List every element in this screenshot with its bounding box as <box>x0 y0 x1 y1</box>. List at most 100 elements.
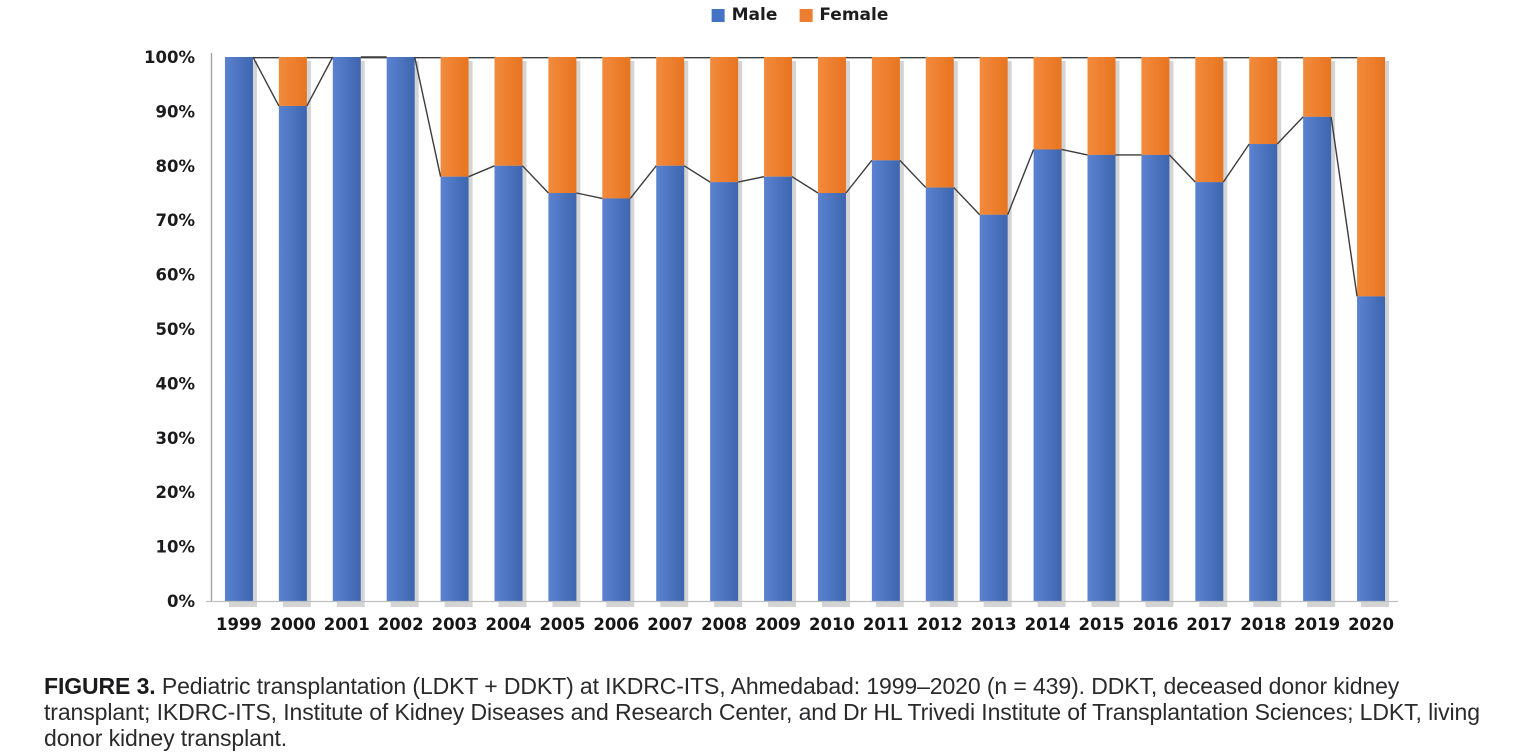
x-tick-2019: 2019 <box>1294 615 1340 634</box>
bar-male-2000 <box>278 105 307 602</box>
connector-male-2000 <box>306 56 334 107</box>
bar-male-2011 <box>871 160 900 602</box>
bar-female-2019 <box>1303 57 1332 117</box>
connector-male-2013 <box>1007 149 1035 216</box>
connector-male-1999 <box>252 56 280 107</box>
x-tick-2003: 2003 <box>432 615 478 634</box>
bar-male-2008 <box>710 182 739 601</box>
y-tick-60%: 60% <box>156 266 196 285</box>
x-tick-2013: 2013 <box>971 615 1017 634</box>
connector-male-2011 <box>899 159 927 189</box>
figure-caption-label: FIGURE 3. <box>44 673 156 699</box>
connector-male-2002 <box>413 56 442 177</box>
bar-male-2004 <box>494 165 523 602</box>
bar-male-2012 <box>925 187 954 601</box>
y-tick-70%: 70% <box>156 211 196 230</box>
x-tick-2010: 2010 <box>809 615 855 634</box>
bar-female-2020 <box>1357 57 1386 297</box>
bar-male-2005 <box>548 193 577 601</box>
legend-item-male: Male <box>711 5 778 25</box>
x-tick-2012: 2012 <box>917 615 963 634</box>
connector-male-2014 <box>1061 148 1088 156</box>
connector-male-2006 <box>629 165 657 199</box>
bar-male-2014 <box>1033 149 1062 602</box>
bar-male-2019 <box>1303 116 1332 601</box>
bar-female-2010 <box>817 57 846 193</box>
x-tick-2006: 2006 <box>593 615 639 634</box>
x-tick-2008: 2008 <box>701 615 747 634</box>
bar-female-2004 <box>494 57 523 166</box>
bar-male-2003 <box>440 176 469 601</box>
bar-female-2014 <box>1033 57 1062 150</box>
y-tick-10%: 10% <box>156 538 196 557</box>
x-tick-2017: 2017 <box>1186 615 1232 634</box>
x-tick-2011: 2011 <box>863 615 909 634</box>
connector-male-2012 <box>953 187 981 216</box>
y-tick-40%: 40% <box>156 374 196 393</box>
bar-male-2013 <box>979 214 1008 601</box>
y-tick-100%: 100% <box>144 48 195 67</box>
bar-female-2005 <box>548 57 577 193</box>
bar-female-2016 <box>1141 57 1170 155</box>
bar-female-2018 <box>1249 57 1278 145</box>
x-tick-2015: 2015 <box>1079 615 1125 634</box>
connector-male-2004 <box>521 165 549 194</box>
connector-male-2019 <box>1330 116 1358 297</box>
y-tick-80%: 80% <box>156 157 196 176</box>
bar-female-2009 <box>764 57 793 177</box>
bar-female-2015 <box>1087 57 1116 155</box>
chart-legend: Male Female <box>711 5 888 25</box>
y-tick-50%: 50% <box>156 320 196 339</box>
connector-male-2009 <box>791 176 819 194</box>
figure-caption-text: Pediatric transplantation (LDKT + DDKT) … <box>44 673 1480 751</box>
bar-male-2015 <box>1087 154 1116 602</box>
bar-male-2017 <box>1195 182 1224 601</box>
bar-male-2016 <box>1141 154 1170 602</box>
bar-female-2006 <box>602 57 631 199</box>
x-tick-2001: 2001 <box>324 615 370 634</box>
bar-female-2017 <box>1195 57 1224 183</box>
bar-male-2009 <box>764 176 793 601</box>
connector-male-2007 <box>683 165 711 183</box>
bar-male-2020 <box>1357 296 1386 601</box>
bar-male-2002 <box>386 57 415 601</box>
y-tick-90%: 90% <box>156 102 196 121</box>
male-color-swatch <box>711 9 725 22</box>
x-tick-1999: 1999 <box>216 615 262 634</box>
figure-caption: FIGURE 3. Pediatric transplantation (LDK… <box>0 673 1533 751</box>
x-tick-2005: 2005 <box>539 615 585 634</box>
bar-male-2006 <box>602 198 631 601</box>
legend-item-female: Female <box>799 7 888 24</box>
y-tick-30%: 30% <box>156 429 196 448</box>
connector-male-2005 <box>576 192 603 200</box>
bar-female-2007 <box>656 57 685 166</box>
bar-female-2008 <box>710 57 739 183</box>
x-tick-2018: 2018 <box>1240 615 1286 634</box>
bar-male-1999 <box>224 57 253 601</box>
connector-male-2017 <box>1222 143 1250 183</box>
y-tick-20%: 20% <box>156 483 196 502</box>
x-tick-2002: 2002 <box>378 615 424 634</box>
x-tick-2004: 2004 <box>486 615 532 634</box>
y-tick-0%: 0% <box>167 592 195 611</box>
bar-female-2011 <box>871 57 900 161</box>
bar-male-2007 <box>656 165 685 602</box>
x-tick-2007: 2007 <box>647 615 693 634</box>
connector-male-2016 <box>1168 154 1196 183</box>
legend-label-male: Male <box>731 5 778 25</box>
bar-female-2000 <box>278 57 307 106</box>
bar-male-2001 <box>332 57 361 601</box>
connector-male-2010 <box>845 159 873 194</box>
x-tick-2009: 2009 <box>755 615 801 634</box>
bar-male-2018 <box>1249 144 1278 602</box>
x-tick-2000: 2000 <box>270 615 316 634</box>
bar-female-2013 <box>979 57 1008 215</box>
connector-male-2008 <box>737 175 765 183</box>
female-color-swatch <box>799 9 813 22</box>
legend-label-female: Female <box>819 5 889 25</box>
bar-male-2010 <box>817 193 846 601</box>
bar-female-2012 <box>925 57 954 188</box>
stacked-bar-chart: 0% 10% 20% 30% 40% 50% 60% 70% 80% 90% 100% 1999 200… <box>144 48 1398 634</box>
connector-male-2003 <box>468 165 495 178</box>
